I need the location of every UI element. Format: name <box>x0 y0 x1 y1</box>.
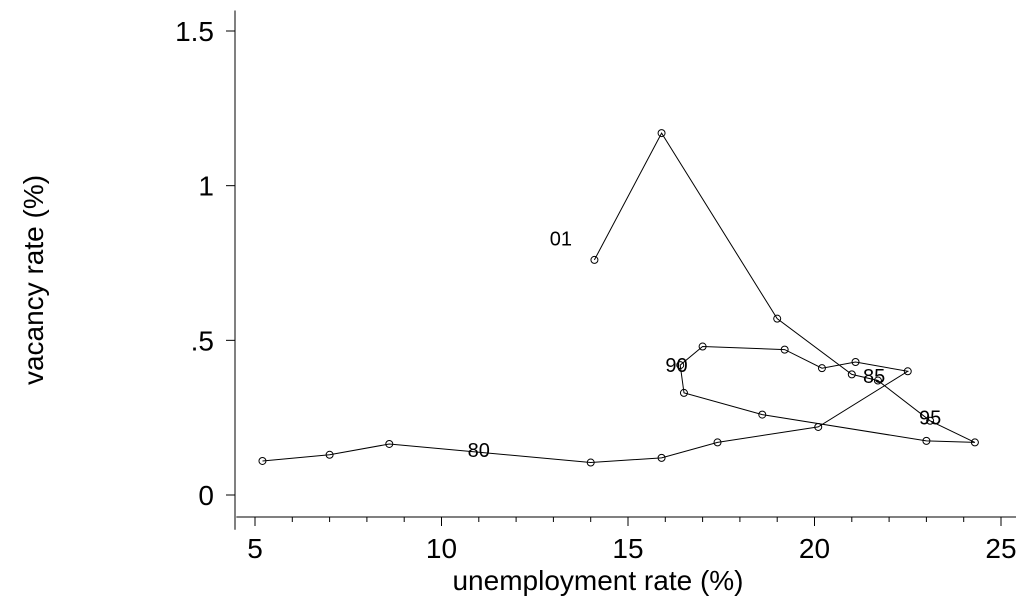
data-point <box>590 255 599 264</box>
y-tick-label: 1 <box>198 171 214 202</box>
x-tick-label: 20 <box>799 533 830 564</box>
data-point <box>385 439 394 448</box>
data-point <box>970 438 979 447</box>
year-label: 90 <box>665 355 687 377</box>
axes: 5 10 15 20 25 0 .5 1 1.5 <box>175 10 1016 564</box>
year-label: 85 <box>863 366 885 388</box>
data-point <box>851 357 860 366</box>
data-point <box>586 458 595 467</box>
data-point <box>780 345 789 354</box>
data-point <box>657 129 666 138</box>
x-tick-label: 25 <box>985 533 1016 564</box>
year-label: 95 <box>919 408 941 430</box>
data-point <box>903 367 912 376</box>
x-axis-title: unemployment rate (%) <box>452 565 743 596</box>
data-point <box>657 453 666 462</box>
y-axis-title: vacancy rate (%) <box>18 175 49 385</box>
data-point <box>325 450 334 459</box>
data-point <box>814 422 823 431</box>
data-point <box>873 376 882 385</box>
y-tick-label: 1.5 <box>175 16 214 47</box>
series-line <box>262 132 976 464</box>
data-point <box>258 456 267 465</box>
data-point <box>713 438 722 447</box>
data-point <box>926 416 935 425</box>
data-point <box>698 342 707 351</box>
x-tick-label: 10 <box>426 533 457 564</box>
data-point <box>676 361 685 370</box>
y-tick-label: .5 <box>191 325 214 356</box>
data-point <box>758 410 767 419</box>
data-point <box>847 370 856 379</box>
plot-area: 80 85 90 95 01 <box>258 129 979 467</box>
data-point <box>922 436 931 445</box>
data-point <box>679 388 688 397</box>
year-label: 80 <box>468 440 490 462</box>
x-tick-label: 5 <box>247 533 263 564</box>
y-tick-label: 0 <box>198 480 214 511</box>
data-point <box>773 314 782 323</box>
year-label: 01 <box>550 228 572 250</box>
x-tick-label: 15 <box>612 533 643 564</box>
data-point <box>817 364 826 373</box>
